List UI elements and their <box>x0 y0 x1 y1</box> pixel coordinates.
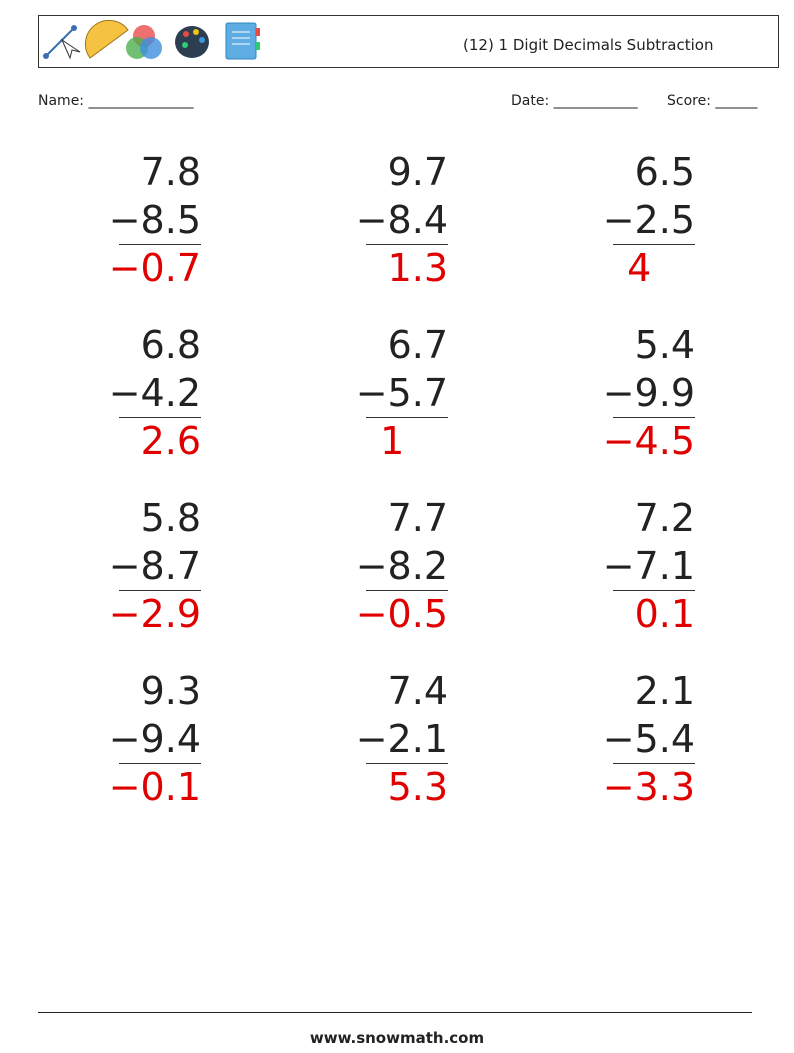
subtrahend: −8.7 <box>108 544 201 588</box>
subtrahend: −8.5 <box>108 198 201 242</box>
palette-icon <box>175 26 209 58</box>
worksheet-title: (12) 1 Digit Decimals Subtraction <box>463 36 714 54</box>
answer-rule <box>119 417 201 418</box>
answer: 5.3 <box>387 765 448 809</box>
minuend: 9.3 <box>140 669 201 713</box>
answer: −0.1 <box>108 765 201 809</box>
minuend: 6.5 <box>634 150 695 194</box>
subtrahend: −2.1 <box>355 717 448 761</box>
score-field: Score: ______ <box>667 93 758 109</box>
answer: −2.9 <box>108 592 201 636</box>
subtrahend: −9.9 <box>602 371 695 415</box>
answer: −0.5 <box>355 592 448 636</box>
minuend: 6.7 <box>387 323 448 367</box>
answer-rule <box>366 763 448 764</box>
answer: 4 <box>627 246 652 290</box>
minuend: 9.7 <box>387 150 448 194</box>
answer-rule <box>366 417 448 418</box>
subtrahend: −5.7 <box>355 371 448 415</box>
protractor-icon <box>84 19 129 59</box>
answer-rule <box>613 417 695 418</box>
answer-rule <box>119 244 201 245</box>
answer-rule <box>119 590 201 591</box>
answer: −0.7 <box>108 246 201 290</box>
date-field: Date: ____________ <box>511 93 638 109</box>
answer: −3.3 <box>602 765 695 809</box>
answer: 1.3 <box>387 246 448 290</box>
answer-rule <box>613 244 695 245</box>
subtrahend: −8.2 <box>355 544 448 588</box>
color-wheel-icon <box>126 25 162 59</box>
minuend: 7.2 <box>634 496 695 540</box>
minuend: 7.8 <box>140 150 201 194</box>
notebook-icon <box>225 22 260 60</box>
footer-url: www.snowmath.com <box>309 1029 485 1047</box>
answer: 1 <box>380 419 405 463</box>
answer-rule <box>366 244 448 245</box>
pen-icon <box>43 25 81 60</box>
subtrahend: −2.5 <box>602 198 695 242</box>
answer-rule <box>366 590 448 591</box>
name-field: Name: _______________ <box>38 93 194 109</box>
minuend: 7.4 <box>387 669 448 713</box>
answer-rule <box>613 763 695 764</box>
minuend: 5.4 <box>634 323 695 367</box>
answer: 0.1 <box>634 592 695 636</box>
subtrahend: −8.4 <box>355 198 448 242</box>
minuend: 5.8 <box>140 496 201 540</box>
minuend: 2.1 <box>634 669 695 713</box>
header-box <box>38 15 779 68</box>
subtrahend: −9.4 <box>108 717 201 761</box>
minuend: 6.8 <box>140 323 201 367</box>
header-icons <box>43 19 260 60</box>
subtrahend: −4.2 <box>108 371 201 415</box>
subtrahend: −5.4 <box>602 717 695 761</box>
answer-rule <box>613 590 695 591</box>
footer-rule <box>38 1012 752 1013</box>
minuend: 7.7 <box>387 496 448 540</box>
answer-rule <box>119 763 201 764</box>
answer: −4.5 <box>602 419 695 463</box>
subtrahend: −7.1 <box>602 544 695 588</box>
answer: 2.6 <box>140 419 201 463</box>
